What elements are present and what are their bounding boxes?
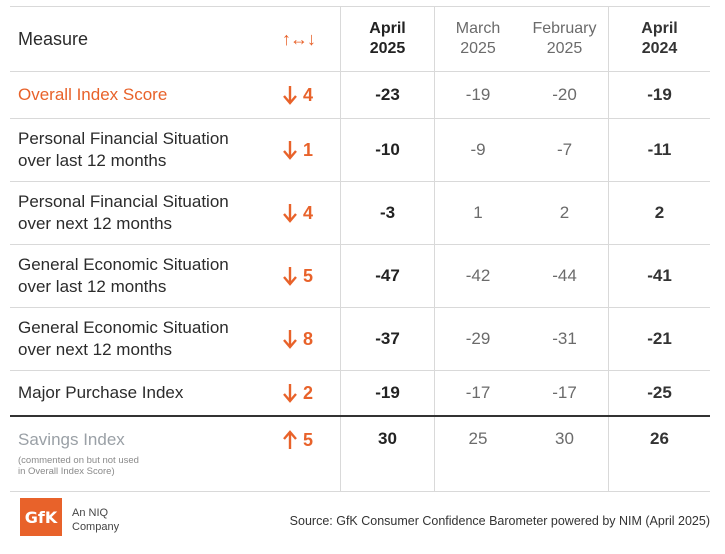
change-value: 8	[303, 328, 314, 349]
value-april-2025: -19	[340, 371, 435, 415]
header-april-2024-year: 2024	[641, 40, 678, 57]
value-april-2024: -21	[608, 308, 710, 370]
value-march-2025: -29	[465, 329, 491, 348]
consumer-confidence-table: Measure ↑↔↓ April 2025 March 2025 Februa…	[10, 6, 710, 492]
niq-company-label: An NIQ Company	[72, 506, 119, 534]
header-april-2025: April 2025	[340, 7, 435, 71]
arrow-down-icon	[282, 328, 298, 350]
table-row: Personal Financial Situation over next 1…	[10, 182, 710, 245]
arrow-down-icon	[282, 382, 298, 404]
measure-general-economic-next: General Economic Situation over next 12 …	[10, 317, 272, 361]
table-row: General Economic Situation over next 12 …	[10, 308, 710, 371]
value-april-2025: -23	[340, 72, 435, 118]
value-april-2024: -11	[608, 119, 710, 181]
header-april-2025-month: April	[369, 20, 406, 37]
value-march-2025: -9	[470, 140, 486, 159]
company-line: Company	[72, 521, 120, 533]
note-line: in Overall Index Score)	[18, 466, 115, 477]
value-february-2025: 30	[555, 429, 574, 448]
header-february-2025-year: 2025	[546, 40, 583, 57]
value-april-2025: -37	[340, 308, 435, 370]
value-april-2024: -25	[608, 371, 710, 415]
value-april-2024: 26	[608, 417, 710, 491]
arrow-down-icon	[282, 84, 298, 106]
gfk-logo: GfK	[20, 498, 62, 536]
value-february-2025: -31	[552, 329, 577, 348]
up-down-arrows-icon: ↑↔↓	[282, 28, 316, 49]
measure-personal-financial-next: Personal Financial Situation over next 1…	[10, 191, 272, 235]
arrow-down-icon	[282, 202, 298, 224]
measure-overall-index-score: Overall Index Score	[18, 85, 168, 104]
header-february-2025: February 2025	[521, 19, 608, 59]
measure-personal-financial-last: Personal Financial Situation over last 1…	[10, 128, 272, 172]
table-row: Major Purchase Index 2 -19 -17 -17 -25	[10, 371, 710, 417]
value-february-2025: -44	[552, 266, 577, 285]
measure-line: over last 12 months	[18, 151, 167, 170]
measure-line: General Economic Situation	[18, 318, 229, 337]
measure-savings-index: Savings Index (commented on but not used…	[10, 417, 272, 477]
footer: GfK An NIQ Company Source: GfK Consumer …	[20, 498, 710, 542]
change-cell: 2	[272, 382, 340, 404]
note-line: (commented on but not used	[18, 455, 139, 466]
change-cell: 8	[272, 328, 340, 350]
header-measure: Measure	[18, 29, 89, 49]
measure-line: over next 12 months	[18, 214, 173, 233]
change-value: 4	[303, 84, 314, 105]
measure-general-economic-last: General Economic Situation over last 12 …	[10, 254, 272, 298]
savings-index-note: (commented on but not used in Overall In…	[18, 455, 272, 477]
value-february-2025: -17	[552, 383, 577, 402]
table-row: General Economic Situation over last 12 …	[10, 245, 710, 308]
arrow-down-icon	[282, 139, 298, 161]
value-april-2024: 2	[608, 182, 710, 244]
source-note: Source: GfK Consumer Confidence Baromete…	[289, 514, 710, 528]
header-march-2025-month: March	[455, 20, 501, 37]
value-april-2025: -3	[340, 182, 435, 244]
value-march-2025: -42	[465, 266, 491, 285]
value-april-2024: -19	[608, 72, 710, 118]
measure-line: General Economic Situation	[18, 255, 229, 274]
value-february-2025: 2	[559, 203, 570, 222]
value-april-2025: -10	[340, 119, 435, 181]
arrow-down-icon	[282, 265, 298, 287]
value-march-2025: 25	[468, 429, 488, 448]
value-march-2025: -19	[465, 85, 491, 104]
change-cell: 4	[272, 84, 340, 106]
change-value: 5	[303, 265, 314, 286]
header-february-2025-month: February	[532, 20, 597, 37]
change-cell: 5	[272, 265, 340, 287]
change-cell: 5	[272, 417, 340, 451]
header-april-2024-month: April	[641, 20, 678, 37]
company-line: An NIQ	[72, 507, 109, 519]
measure-line: Personal Financial Situation	[18, 129, 229, 148]
value-april-2025: -47	[340, 245, 435, 307]
value-february-2025: -20	[552, 85, 577, 104]
measure-line: over next 12 months	[18, 340, 173, 359]
table-header-row: Measure ↑↔↓ April 2025 March 2025 Februa…	[10, 6, 710, 72]
value-april-2024: -41	[608, 245, 710, 307]
header-march-2025-year: 2025	[460, 40, 496, 57]
change-cell: 1	[272, 139, 340, 161]
value-march-2025: 1	[473, 203, 483, 222]
change-value: 1	[303, 139, 314, 160]
arrow-up-icon	[282, 429, 298, 451]
table-row: Savings Index (commented on but not used…	[10, 417, 710, 492]
measure-major-purchase-index: Major Purchase Index	[18, 383, 184, 402]
change-cell: 4	[272, 202, 340, 224]
value-february-2025: -7	[556, 140, 573, 159]
header-april-2024: April 2024	[608, 7, 710, 71]
header-march-2025: March 2025	[435, 19, 521, 59]
table-row: Personal Financial Situation over last 1…	[10, 119, 710, 182]
change-value: 5	[303, 429, 314, 450]
change-value: 4	[303, 202, 314, 223]
savings-index-label: Savings Index	[18, 430, 125, 449]
header-change: ↑↔↓	[272, 29, 340, 50]
measure-line: Personal Financial Situation	[18, 192, 229, 211]
value-april-2025: 30	[340, 417, 435, 491]
change-value: 2	[303, 382, 314, 403]
header-april-2025-year: 2025	[369, 40, 406, 57]
measure-line: over last 12 months	[18, 277, 167, 296]
value-march-2025: -17	[465, 383, 491, 402]
table-row: Overall Index Score 4 -23 -19 -20 -19	[10, 72, 710, 119]
